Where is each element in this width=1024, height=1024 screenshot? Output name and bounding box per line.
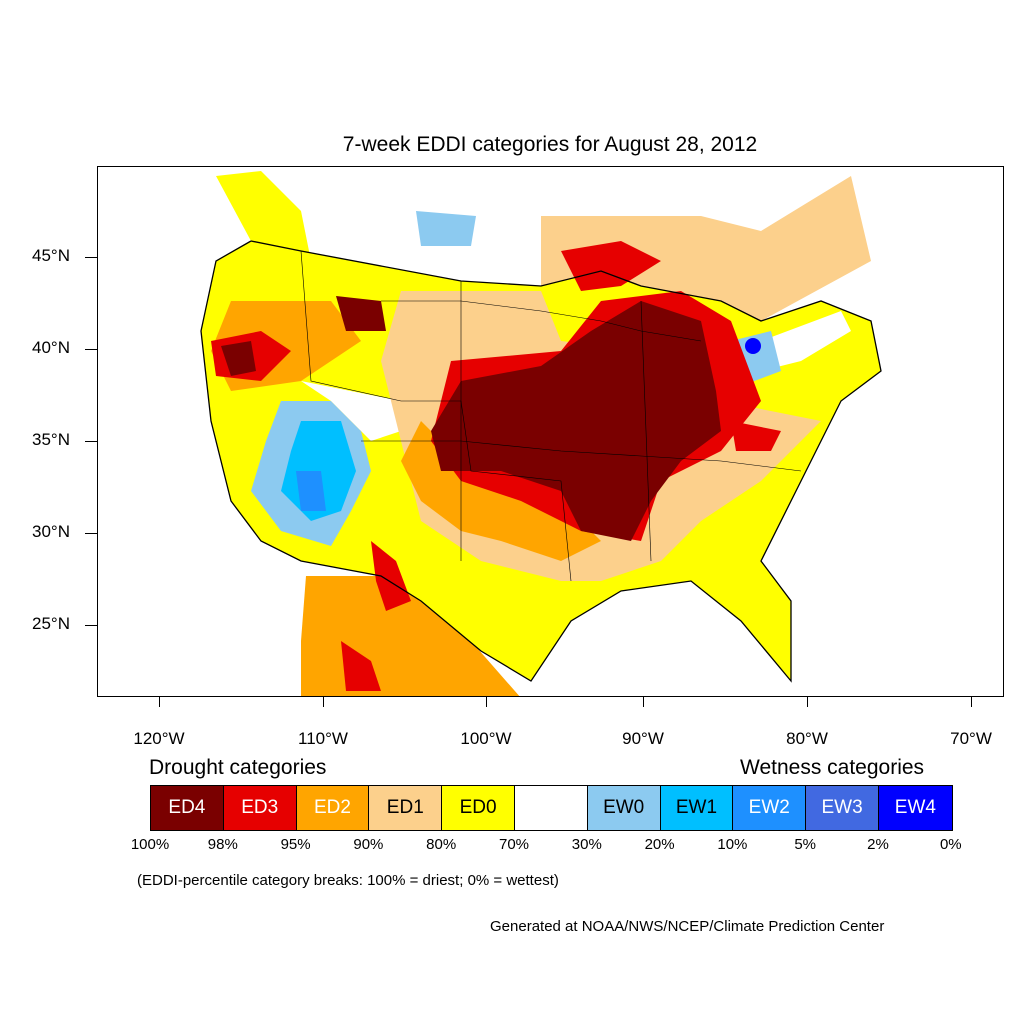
eddi-map-svg (200, 171, 882, 696)
region-white (301, 381, 401, 441)
legend-break-label: 98% (207, 836, 238, 853)
lon-label-120: 120°W (133, 729, 185, 748)
region-ed3-texas (371, 541, 411, 611)
region-canada-ed0 (216, 171, 311, 261)
drought-heading: Drought categories (149, 756, 327, 779)
lon-label-100: 100°W (460, 729, 512, 748)
legend-break-label: 20% (644, 836, 675, 853)
lon-tick (486, 697, 487, 707)
legend-swatch-ed0: ED0 (442, 786, 515, 830)
lon-tick (159, 697, 160, 707)
legend-break-label: 10% (717, 836, 748, 853)
legend-swatch-ew2: EW2 (733, 786, 807, 830)
state-lines-2 (381, 300, 702, 342)
legend-break-label: 90% (353, 836, 384, 853)
legend-break-label: 2% (867, 836, 889, 853)
legend-break-label: 0% (939, 836, 962, 853)
region-ew2 (296, 471, 326, 511)
legend-break-label: 70% (498, 836, 530, 853)
region-canada-ed3 (561, 241, 661, 291)
lat-tick (85, 349, 97, 350)
state-lines-5 (640, 300, 652, 562)
lat-tick (85, 441, 97, 442)
region-ed3 (341, 641, 381, 691)
lon-label-90: 90°W (622, 729, 664, 748)
region-ed3-east (731, 421, 781, 451)
legend-break-label: 100% (130, 836, 170, 853)
lat-label-35: 35°N (32, 430, 70, 449)
lon-label-110: 110°W (298, 729, 348, 748)
us-outline (200, 240, 882, 683)
lat-tick (85, 257, 97, 258)
legend-break-label: 95% (280, 836, 311, 853)
lon-tick (323, 697, 324, 707)
region-ed4-central (431, 301, 721, 541)
legend-swatch-ew0: EW0 (587, 786, 661, 830)
lat-label-25: 25°N (32, 614, 70, 633)
lat-label-30: 30°N (32, 522, 70, 541)
map-title: 7-week EDDI categories for August 28, 20… (342, 133, 758, 156)
legend-swatch-ew1: EW1 (660, 786, 734, 830)
lat-tick (85, 625, 97, 626)
legend-swatch-ed3: ED3 (223, 786, 297, 830)
lon-tick (807, 697, 808, 707)
region-canada-ed1 (541, 176, 871, 321)
eddi-map (97, 166, 1004, 697)
legend-break-label: 5% (794, 836, 817, 853)
legend-swatch-ew4: EW4 (878, 786, 952, 830)
legend-break-label: 30% (571, 836, 602, 853)
legend-swatch-ed4: ED4 (151, 786, 224, 830)
region-canada-ew0 (416, 211, 476, 246)
lon-tick (971, 697, 972, 707)
lon-label-80: 80°W (786, 729, 828, 748)
region-ed4-west (221, 341, 256, 376)
lat-tick (85, 533, 97, 534)
state-lines-3 (361, 440, 802, 472)
category-legend: ED4 ED3 ED2 ED1 ED0 EW0 EW1 EW2 EW3 EW4 (150, 785, 953, 831)
legend-break-label: 80% (426, 836, 457, 853)
legend-swatch-ed1: ED1 (369, 786, 443, 830)
lon-label-70: 70°W (950, 729, 992, 748)
region-ew4-spot (745, 338, 761, 354)
legend-swatch-neutral (514, 786, 588, 830)
legend-swatch-ed2: ED2 (296, 786, 370, 830)
legend-swatch-ew3: EW3 (806, 786, 879, 830)
region-ed4-nw (336, 296, 386, 331)
credit-line: Generated at NOAA/NWS/NCEP/Climate Predi… (490, 918, 885, 935)
lat-label-45: 45°N (32, 246, 70, 265)
lon-tick (643, 697, 644, 707)
region-white-ne (761, 311, 851, 371)
breaks-note: (EDDI-percentile category breaks: 100% =… (137, 872, 559, 889)
lat-label-40: 40°N (32, 338, 70, 357)
wetness-heading: Wetness categories (740, 756, 925, 779)
